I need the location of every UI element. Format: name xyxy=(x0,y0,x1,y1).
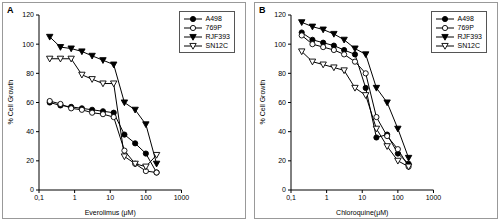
html-text:SN12C: SN12C xyxy=(205,42,229,49)
svg-text:40: 40 xyxy=(278,128,286,135)
svg-text:100: 100 xyxy=(140,194,152,201)
html-text:A498: A498 xyxy=(205,15,222,22)
svg-text:% Cell Growth: % Cell Growth xyxy=(259,80,266,125)
svg-text:% Cell Growth: % Cell Growth xyxy=(8,80,14,125)
svg-text:60: 60 xyxy=(278,99,286,106)
svg-text:Chloroquine(μM): Chloroquine(μM) xyxy=(336,209,388,217)
html-text:RJF393: RJF393 xyxy=(457,33,482,40)
svg-text:120: 120 xyxy=(22,11,34,18)
html-text:A: A xyxy=(7,5,14,15)
svg-text:20: 20 xyxy=(26,157,34,164)
svg-text:100: 100 xyxy=(22,41,34,48)
html-text:RJF393: RJF393 xyxy=(205,33,230,40)
html-text:A498: A498 xyxy=(457,15,474,22)
svg-text:1000: 1000 xyxy=(174,194,190,201)
html-text:B: B xyxy=(259,5,266,15)
svg-text:20: 20 xyxy=(278,157,286,164)
svg-text:0,1: 0,1 xyxy=(286,194,296,201)
svg-text:1000: 1000 xyxy=(426,194,442,201)
svg-text:80: 80 xyxy=(278,70,286,77)
svg-text:80: 80 xyxy=(26,70,34,77)
svg-text:10: 10 xyxy=(358,194,366,201)
html-text:769P: 769P xyxy=(457,24,474,31)
svg-text:120: 120 xyxy=(274,11,286,18)
svg-text:0,1: 0,1 xyxy=(34,194,44,201)
svg-text:Everolimus (μM): Everolimus (μM) xyxy=(85,209,136,217)
svg-text:0: 0 xyxy=(30,186,34,193)
html-text:SN12C: SN12C xyxy=(457,42,481,49)
svg-text:0: 0 xyxy=(282,186,286,193)
svg-text:40: 40 xyxy=(26,128,34,135)
svg-text:1: 1 xyxy=(325,194,329,201)
svg-text:100: 100 xyxy=(392,194,404,201)
svg-text:10: 10 xyxy=(106,194,114,201)
svg-text:60: 60 xyxy=(26,99,34,106)
svg-text:100: 100 xyxy=(274,41,286,48)
html-text:769P: 769P xyxy=(205,24,222,31)
svg-text:1: 1 xyxy=(73,194,77,201)
